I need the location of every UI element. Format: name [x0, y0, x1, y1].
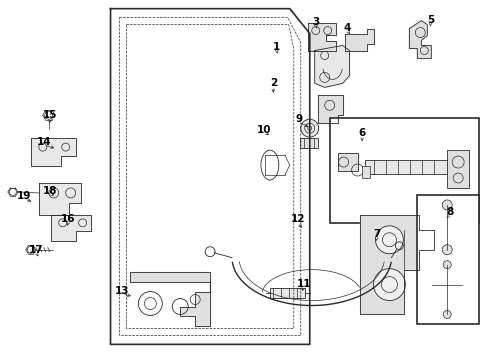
Bar: [417, 195, 479, 324]
Circle shape: [375, 226, 403, 254]
Text: 18: 18: [43, 186, 57, 196]
Polygon shape: [130, 272, 210, 327]
Text: 14: 14: [37, 138, 51, 147]
Text: 4: 4: [344, 23, 351, 33]
Text: 15: 15: [43, 111, 57, 121]
Polygon shape: [315, 45, 349, 87]
Text: 7: 7: [373, 229, 380, 239]
Text: 17: 17: [29, 245, 44, 255]
Bar: [270, 288, 305, 298]
Circle shape: [442, 245, 452, 255]
Circle shape: [373, 269, 405, 301]
Polygon shape: [360, 215, 434, 315]
Text: 2: 2: [270, 78, 277, 88]
Circle shape: [443, 261, 451, 269]
Text: 1: 1: [273, 42, 280, 52]
Text: 3: 3: [312, 17, 319, 27]
Text: 6: 6: [359, 129, 366, 138]
Ellipse shape: [261, 150, 279, 180]
Bar: [447, 150, 469, 188]
Circle shape: [442, 200, 452, 210]
Text: 16: 16: [61, 215, 75, 224]
Bar: [300, 138, 318, 148]
Text: 8: 8: [446, 207, 454, 217]
Circle shape: [301, 119, 318, 137]
Polygon shape: [39, 183, 81, 215]
Polygon shape: [409, 21, 431, 58]
Bar: [338, 153, 358, 171]
Text: 5: 5: [427, 15, 434, 26]
Text: 10: 10: [257, 125, 272, 135]
Polygon shape: [344, 28, 374, 50]
Text: 12: 12: [291, 215, 305, 224]
Text: 11: 11: [296, 279, 311, 289]
Bar: [362, 166, 369, 178]
Circle shape: [443, 310, 451, 319]
Text: 13: 13: [115, 286, 129, 296]
Polygon shape: [51, 215, 91, 241]
Polygon shape: [318, 95, 343, 123]
Text: 19: 19: [17, 191, 31, 201]
Bar: [365, 160, 449, 174]
Text: 9: 9: [295, 114, 302, 124]
Polygon shape: [31, 138, 75, 166]
Polygon shape: [308, 23, 336, 50]
Bar: [330, 118, 479, 223]
